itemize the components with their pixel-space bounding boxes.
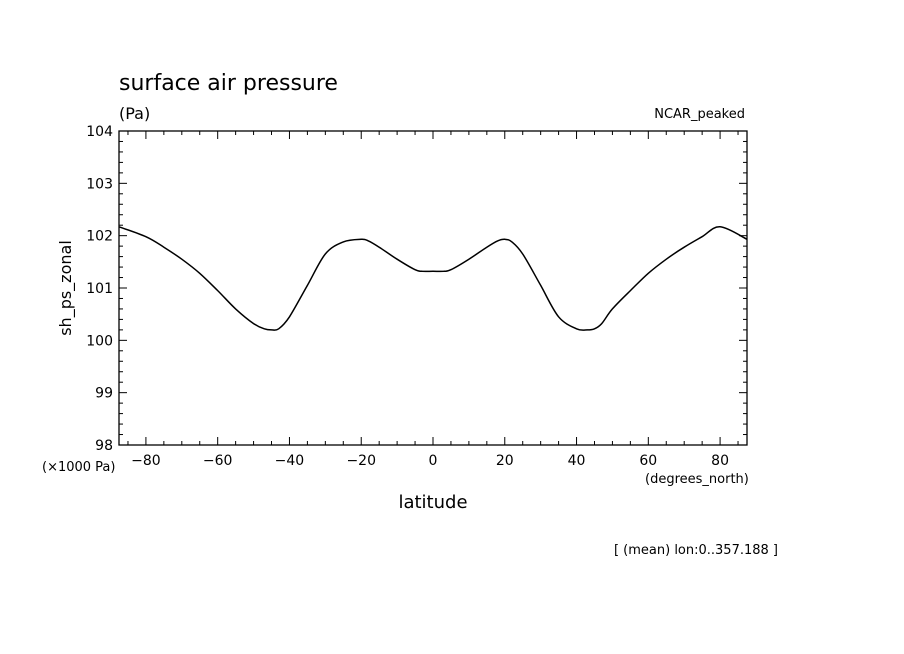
plot-frame (118, 130, 748, 446)
x-axis-label: latitude (398, 492, 467, 513)
x-tick-label: 60 (639, 453, 657, 469)
x-tick-label: −60 (203, 453, 233, 469)
y-tick-label: 101 (86, 281, 113, 297)
series-line (118, 226, 748, 331)
chart-title: surface air pressure (119, 71, 338, 96)
chart-units: (Pa) (119, 104, 150, 123)
chart-annotation: NCAR_peaked (654, 107, 745, 122)
y-tick-label: 102 (86, 229, 113, 245)
x-tick-label: −40 (275, 453, 305, 469)
y-tick-label: 103 (86, 176, 113, 192)
x-tick-label: 40 (568, 453, 586, 469)
x-axis-units: (degrees_north) (645, 472, 749, 487)
y-axis-label: sh_ps_zonal (56, 240, 76, 336)
x-tick-label: −20 (346, 453, 376, 469)
x-tick-label: 0 (429, 453, 438, 469)
x-tick-label: 80 (711, 453, 729, 469)
y-axis-multiplier: (×1000 Pa) (42, 460, 115, 475)
y-tick-label: 98 (95, 438, 113, 454)
y-tick-label: 104 (86, 124, 113, 140)
x-tick-label: 20 (496, 453, 514, 469)
y-tick-label: 100 (86, 333, 113, 349)
footnote: [ (mean) lon:0..357.188 ] (614, 543, 778, 558)
y-tick-label: 99 (95, 386, 113, 402)
x-tick-label: −80 (131, 453, 161, 469)
